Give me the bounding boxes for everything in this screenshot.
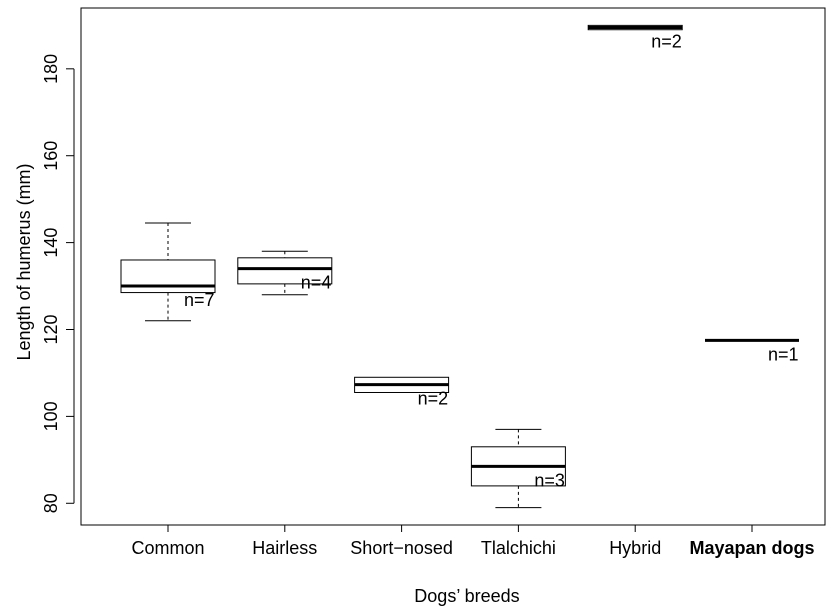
sample-size-label: n=3 xyxy=(534,470,565,490)
x-axis: Common Hairless Short−nosed Tlalchichi Hybri… xyxy=(131,524,815,558)
y-tick-label: 120 xyxy=(41,314,61,344)
sample-size-label: n=2 xyxy=(418,389,449,409)
x-tick-label: Hairless xyxy=(252,538,317,558)
box-mayapan-dogs: n=1 xyxy=(705,338,799,364)
box-short-nosed: n=2 xyxy=(354,376,450,409)
box-series: n=7 n=4 n=2 n=3 n=2 n=1 xyxy=(120,24,799,509)
sample-size-label: n=7 xyxy=(184,290,215,310)
y-axis-title: Length of humerus (mm) xyxy=(14,163,34,360)
x-tick-label: Short−nosed xyxy=(350,538,453,558)
y-tick-label: 80 xyxy=(41,493,61,513)
y-tick-label: 100 xyxy=(41,401,61,431)
sample-size-label: n=1 xyxy=(768,344,799,364)
x-axis-title: Dogs’ breeds xyxy=(414,586,519,606)
plot-frame xyxy=(80,7,826,526)
box-tlalchichi: n=3 xyxy=(470,428,566,509)
box-iqr xyxy=(237,257,333,285)
sample-size-label: n=2 xyxy=(651,32,682,52)
box-common: n=7 xyxy=(120,222,216,322)
x-tick-label: Common xyxy=(131,538,204,558)
sample-size-label: n=4 xyxy=(301,273,332,293)
y-tick-label: 180 xyxy=(41,54,61,84)
x-tick-label: Tlalchichi xyxy=(481,538,556,558)
box-hybrid: n=2 xyxy=(587,24,683,52)
x-tick-label: Mayapan dogs xyxy=(689,538,814,558)
box-hairless: n=4 xyxy=(237,250,333,296)
y-tick-label: 140 xyxy=(41,228,61,258)
box-iqr xyxy=(120,259,216,294)
x-tick-label: Hybrid xyxy=(609,538,661,558)
y-axis: 80 100 120 140 160 180 xyxy=(41,54,75,513)
y-tick-label: 160 xyxy=(41,141,61,171)
